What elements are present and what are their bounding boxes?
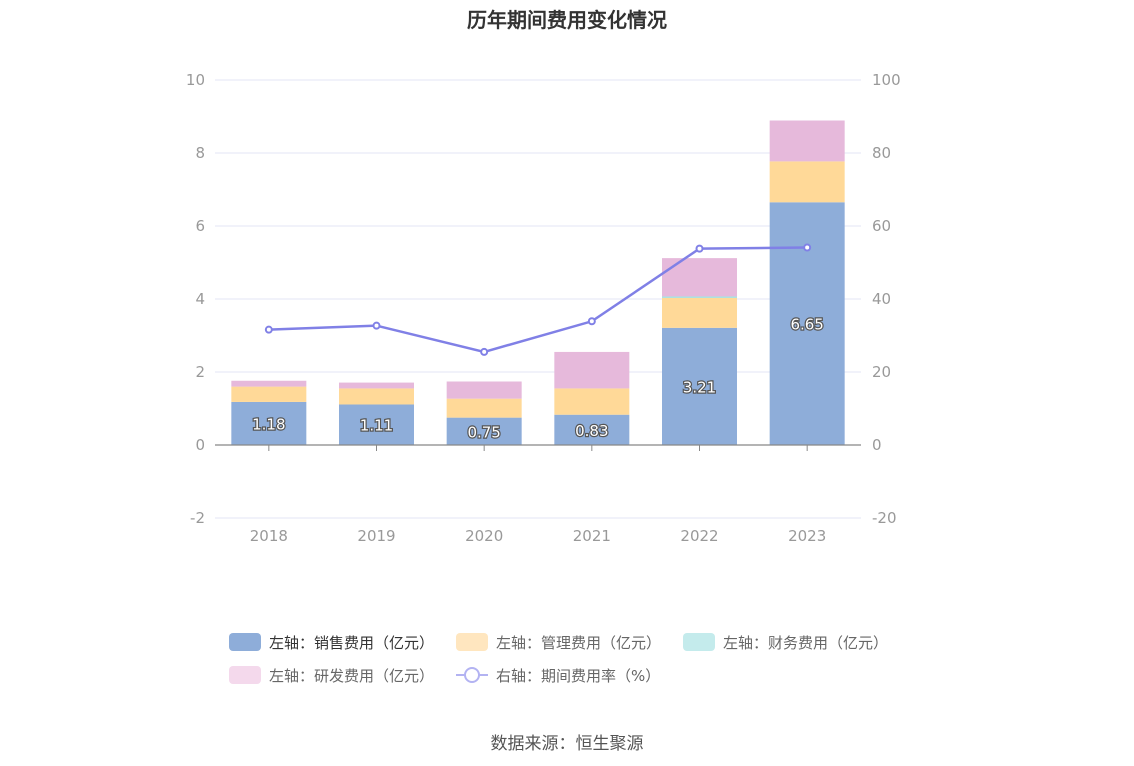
bar-segment xyxy=(231,401,307,445)
legend-row-2: 左轴：研发费用（亿元） 右轴：期间费用率（%） xyxy=(229,665,949,685)
y-right-tick-label: 40 xyxy=(872,290,891,308)
axis-layer: -2 -20 0 0 2 20 4 40 6 60 8 80 10 100 2018 2019 2020 2021… xyxy=(186,71,901,545)
y-right-tick-label: 0 xyxy=(872,436,882,454)
legend-swatch-finance xyxy=(683,633,716,651)
bar-segment xyxy=(554,388,630,415)
chart-title: 历年期间费用变化情况 xyxy=(467,8,667,32)
expense-rate-line xyxy=(268,246,808,354)
bar-data-label: 0.75 xyxy=(467,423,500,441)
y-right-tick-label: 100 xyxy=(872,71,901,89)
y-left-tick-label: 0 xyxy=(195,436,205,454)
y-left-tick-label: 10 xyxy=(186,71,205,89)
bar-segment xyxy=(554,414,630,445)
legend-item-finance[interactable]: 左轴：财务费用（亿元） xyxy=(683,632,888,652)
legend-item-expense-rate[interactable]: 右轴：期间费用率（%） xyxy=(456,665,660,685)
legend-item-rnd[interactable]: 左轴：研发费用（亿元） xyxy=(229,665,434,685)
legend-item-sales[interactable]: 左轴：销售费用（亿元） xyxy=(229,632,434,652)
y-right-tick-label: 20 xyxy=(872,363,891,381)
bar-data-label: 0.83 xyxy=(575,422,608,440)
bar-segment xyxy=(554,351,630,389)
legend-label-admin: 左轴：管理费用（亿元） xyxy=(496,633,662,652)
bar-segment xyxy=(769,161,845,203)
expense-rate-point xyxy=(587,317,596,326)
bar-segment xyxy=(769,120,845,162)
expense-rate-point xyxy=(372,321,381,330)
y-left-tick-label: 2 xyxy=(195,363,205,381)
expense-rate-point xyxy=(264,325,273,334)
grid-layer xyxy=(215,79,861,519)
bar-data-label: 3.21 xyxy=(683,378,716,396)
x-tick-label: 2022 xyxy=(680,527,718,545)
bar-segment xyxy=(662,327,737,445)
x-tick-label: 2018 xyxy=(250,527,288,545)
bar-segment xyxy=(339,404,414,445)
legend-label-finance: 左轴：财务费用（亿元） xyxy=(723,633,889,652)
expense-rate-point xyxy=(695,244,704,253)
bar-segment xyxy=(662,297,737,328)
label-layer: 1.18 1.11 0.75 0.83 3.21 6.65 xyxy=(251,314,825,442)
bar-segment xyxy=(339,388,414,405)
legend-label-expense-rate: 右轴：期间费用率（%） xyxy=(496,666,661,685)
bar-segment xyxy=(446,417,522,445)
x-tick-label: 2020 xyxy=(465,527,503,545)
bar-segment xyxy=(231,386,307,402)
bar-segment xyxy=(446,398,522,418)
x-tick-label: 2021 xyxy=(573,527,611,545)
bar-data-label: 1.18 xyxy=(252,415,285,433)
data-source-note: 数据来源：恒生聚源 xyxy=(490,734,644,754)
legend-item-admin[interactable]: 左轴：管理费用（亿元） xyxy=(456,632,661,652)
expense-rate-point xyxy=(803,243,812,252)
y-right-tick-label: 80 xyxy=(872,144,891,162)
legend-swatch-admin xyxy=(456,633,489,651)
y-left-tick-label: -2 xyxy=(190,509,205,527)
bar-segment xyxy=(662,296,737,298)
legend-label-sales: 左轴：销售费用（亿元） xyxy=(269,633,435,652)
y-right-tick-label: -20 xyxy=(872,509,897,527)
legend-label-rnd: 左轴：研发费用（亿元） xyxy=(269,666,435,685)
x-tick-label: 2023 xyxy=(788,527,826,545)
expense-rate-point xyxy=(480,347,489,356)
legend-row-1: 左轴：销售费用（亿元） 左轴：管理费用（亿元） 左轴：财务费用（亿元） xyxy=(229,632,949,652)
bar-segment xyxy=(446,381,522,399)
bar-segment xyxy=(662,258,737,297)
y-left-tick-label: 8 xyxy=(195,144,205,162)
legend-swatch-expense-rate xyxy=(456,666,489,684)
bar-layer xyxy=(231,120,845,445)
x-tick-label: 2019 xyxy=(357,527,395,545)
bar-data-label: 6.65 xyxy=(790,316,823,334)
bar-segment xyxy=(339,382,414,389)
y-left-tick-label: 6 xyxy=(195,217,205,235)
chart-legend: 左轴：销售费用（亿元） 左轴：管理费用（亿元） 左轴：财务费用（亿元） 左轴：研… xyxy=(229,632,949,698)
y-left-tick-label: 4 xyxy=(195,290,205,308)
line-layer xyxy=(264,243,812,356)
y-right-tick-label: 60 xyxy=(872,217,891,235)
bar-data-label: 1.11 xyxy=(360,417,393,435)
bar-segment xyxy=(231,380,307,387)
legend-swatch-sales xyxy=(229,633,261,651)
legend-swatch-rnd xyxy=(229,666,261,684)
bar-segment xyxy=(769,202,845,445)
